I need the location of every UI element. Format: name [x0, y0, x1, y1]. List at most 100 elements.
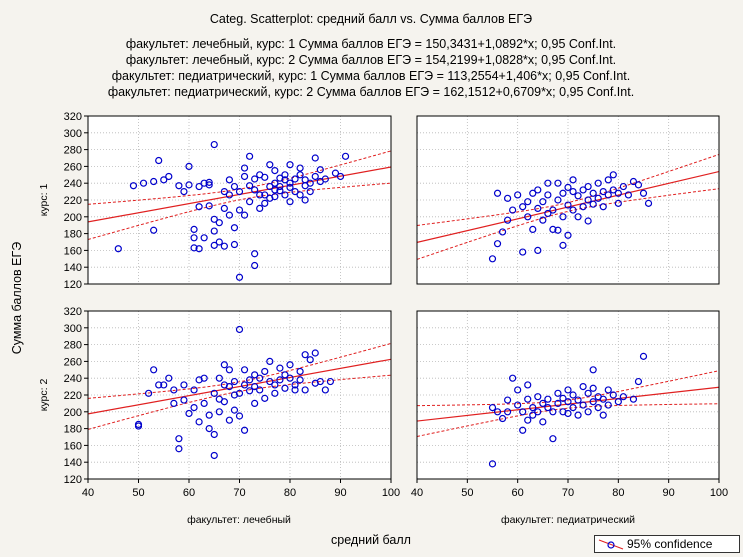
- y-tick-label: 160: [64, 245, 82, 257]
- y-tick-label: 280: [64, 340, 82, 352]
- data-point: [639, 189, 648, 197]
- data-point: [331, 169, 340, 177]
- data-point: [529, 411, 537, 419]
- data-point: [235, 273, 244, 281]
- x-tick-label: 60: [512, 487, 524, 499]
- confidence-upper: [88, 342, 391, 399]
- regression-line: [88, 358, 391, 415]
- panel-3: [416, 310, 720, 480]
- data-point: [230, 377, 239, 386]
- y-tick-label: 220: [64, 390, 82, 402]
- data-point: [504, 216, 512, 224]
- data-point: [220, 242, 228, 250]
- data-point: [225, 366, 233, 374]
- data-point: [240, 164, 249, 172]
- confidence-lower: [417, 403, 719, 437]
- data-point: [594, 404, 602, 412]
- data-point: [235, 206, 244, 214]
- data-point: [240, 381, 249, 389]
- data-point: [170, 399, 178, 407]
- axes: 120 140 160 180 200 220 240 260 280 300 320 120 140 1…: [10, 111, 728, 547]
- data-point: [509, 374, 517, 382]
- panel-1: [416, 115, 720, 285]
- data-point: [114, 245, 122, 253]
- confidence-upper: [417, 370, 719, 407]
- data-point: [286, 361, 294, 369]
- y-tick-label: 140: [64, 457, 82, 469]
- data-point: [296, 164, 304, 172]
- data-point: [609, 391, 617, 399]
- data-point: [569, 206, 577, 214]
- data-point: [564, 386, 572, 394]
- data-point: [574, 213, 582, 221]
- data-point: [589, 366, 597, 374]
- data-point: [286, 374, 294, 382]
- title-line-2: факультет: лечебный, курс: 2 Сумма балло…: [126, 53, 616, 67]
- data-point: [220, 361, 228, 369]
- data-point: [175, 182, 183, 190]
- data-point: [614, 199, 622, 207]
- data-point: [594, 194, 602, 202]
- y-tick-label: 200: [64, 212, 82, 224]
- data-point: [235, 412, 244, 420]
- data-point: [256, 204, 264, 212]
- data-point: [251, 186, 259, 194]
- y-tick-label: 120: [64, 474, 82, 486]
- data-point: [599, 395, 607, 403]
- data-point: [220, 204, 228, 212]
- data-point: [604, 386, 612, 394]
- data-point: [589, 384, 597, 392]
- data-point: [251, 383, 259, 391]
- data-point: [579, 203, 587, 211]
- data-point: [604, 401, 612, 409]
- data-point: [256, 386, 264, 394]
- data-point: [261, 199, 269, 207]
- data-point: [271, 381, 279, 389]
- data-point: [276, 182, 284, 191]
- data-point: [276, 364, 284, 372]
- data-point: [574, 396, 582, 404]
- data-point: [326, 377, 334, 386]
- data-point: [271, 167, 279, 175]
- col-label-1: факультет: педиатрический: [501, 514, 635, 526]
- data-point: [180, 188, 188, 196]
- data-point: [559, 213, 567, 221]
- data-point: [271, 193, 279, 201]
- y-tick-label: 200: [64, 407, 82, 419]
- data-point: [291, 188, 299, 196]
- panel-frame: [416, 115, 720, 285]
- data-point: [266, 357, 274, 365]
- data-point: [619, 182, 627, 191]
- data-point: [180, 381, 188, 389]
- data-point: [195, 418, 203, 426]
- data-point: [215, 408, 223, 416]
- data-point: [240, 211, 249, 219]
- data-point: [276, 187, 284, 195]
- data-point: [210, 451, 218, 460]
- data-point: [150, 177, 158, 186]
- confidence-lower: [88, 182, 391, 241]
- data-point: [190, 244, 198, 252]
- data-point: [519, 203, 527, 211]
- data-point: [341, 152, 350, 160]
- title-line-0: Categ. Scatterplot: средний балл vs. Сум…: [210, 12, 532, 26]
- data-point: [544, 404, 552, 412]
- y-tick-label: 260: [64, 161, 82, 173]
- data-point: [534, 246, 542, 254]
- data-point: [200, 234, 208, 242]
- data-point: [539, 418, 547, 426]
- data-point: [514, 191, 522, 199]
- data-point: [190, 234, 198, 242]
- data-point: [129, 182, 138, 190]
- data-point: [291, 386, 299, 394]
- data-point: [554, 226, 562, 234]
- data-point: [210, 241, 218, 249]
- data-point: [524, 198, 532, 206]
- data-point: [205, 411, 213, 419]
- data-point: [549, 225, 557, 233]
- data-point: [301, 386, 309, 394]
- title-line-1: факультет: лечебный, курс: 1 Сумма балло…: [126, 37, 616, 51]
- data-point: [524, 416, 532, 424]
- data-point: [286, 183, 294, 191]
